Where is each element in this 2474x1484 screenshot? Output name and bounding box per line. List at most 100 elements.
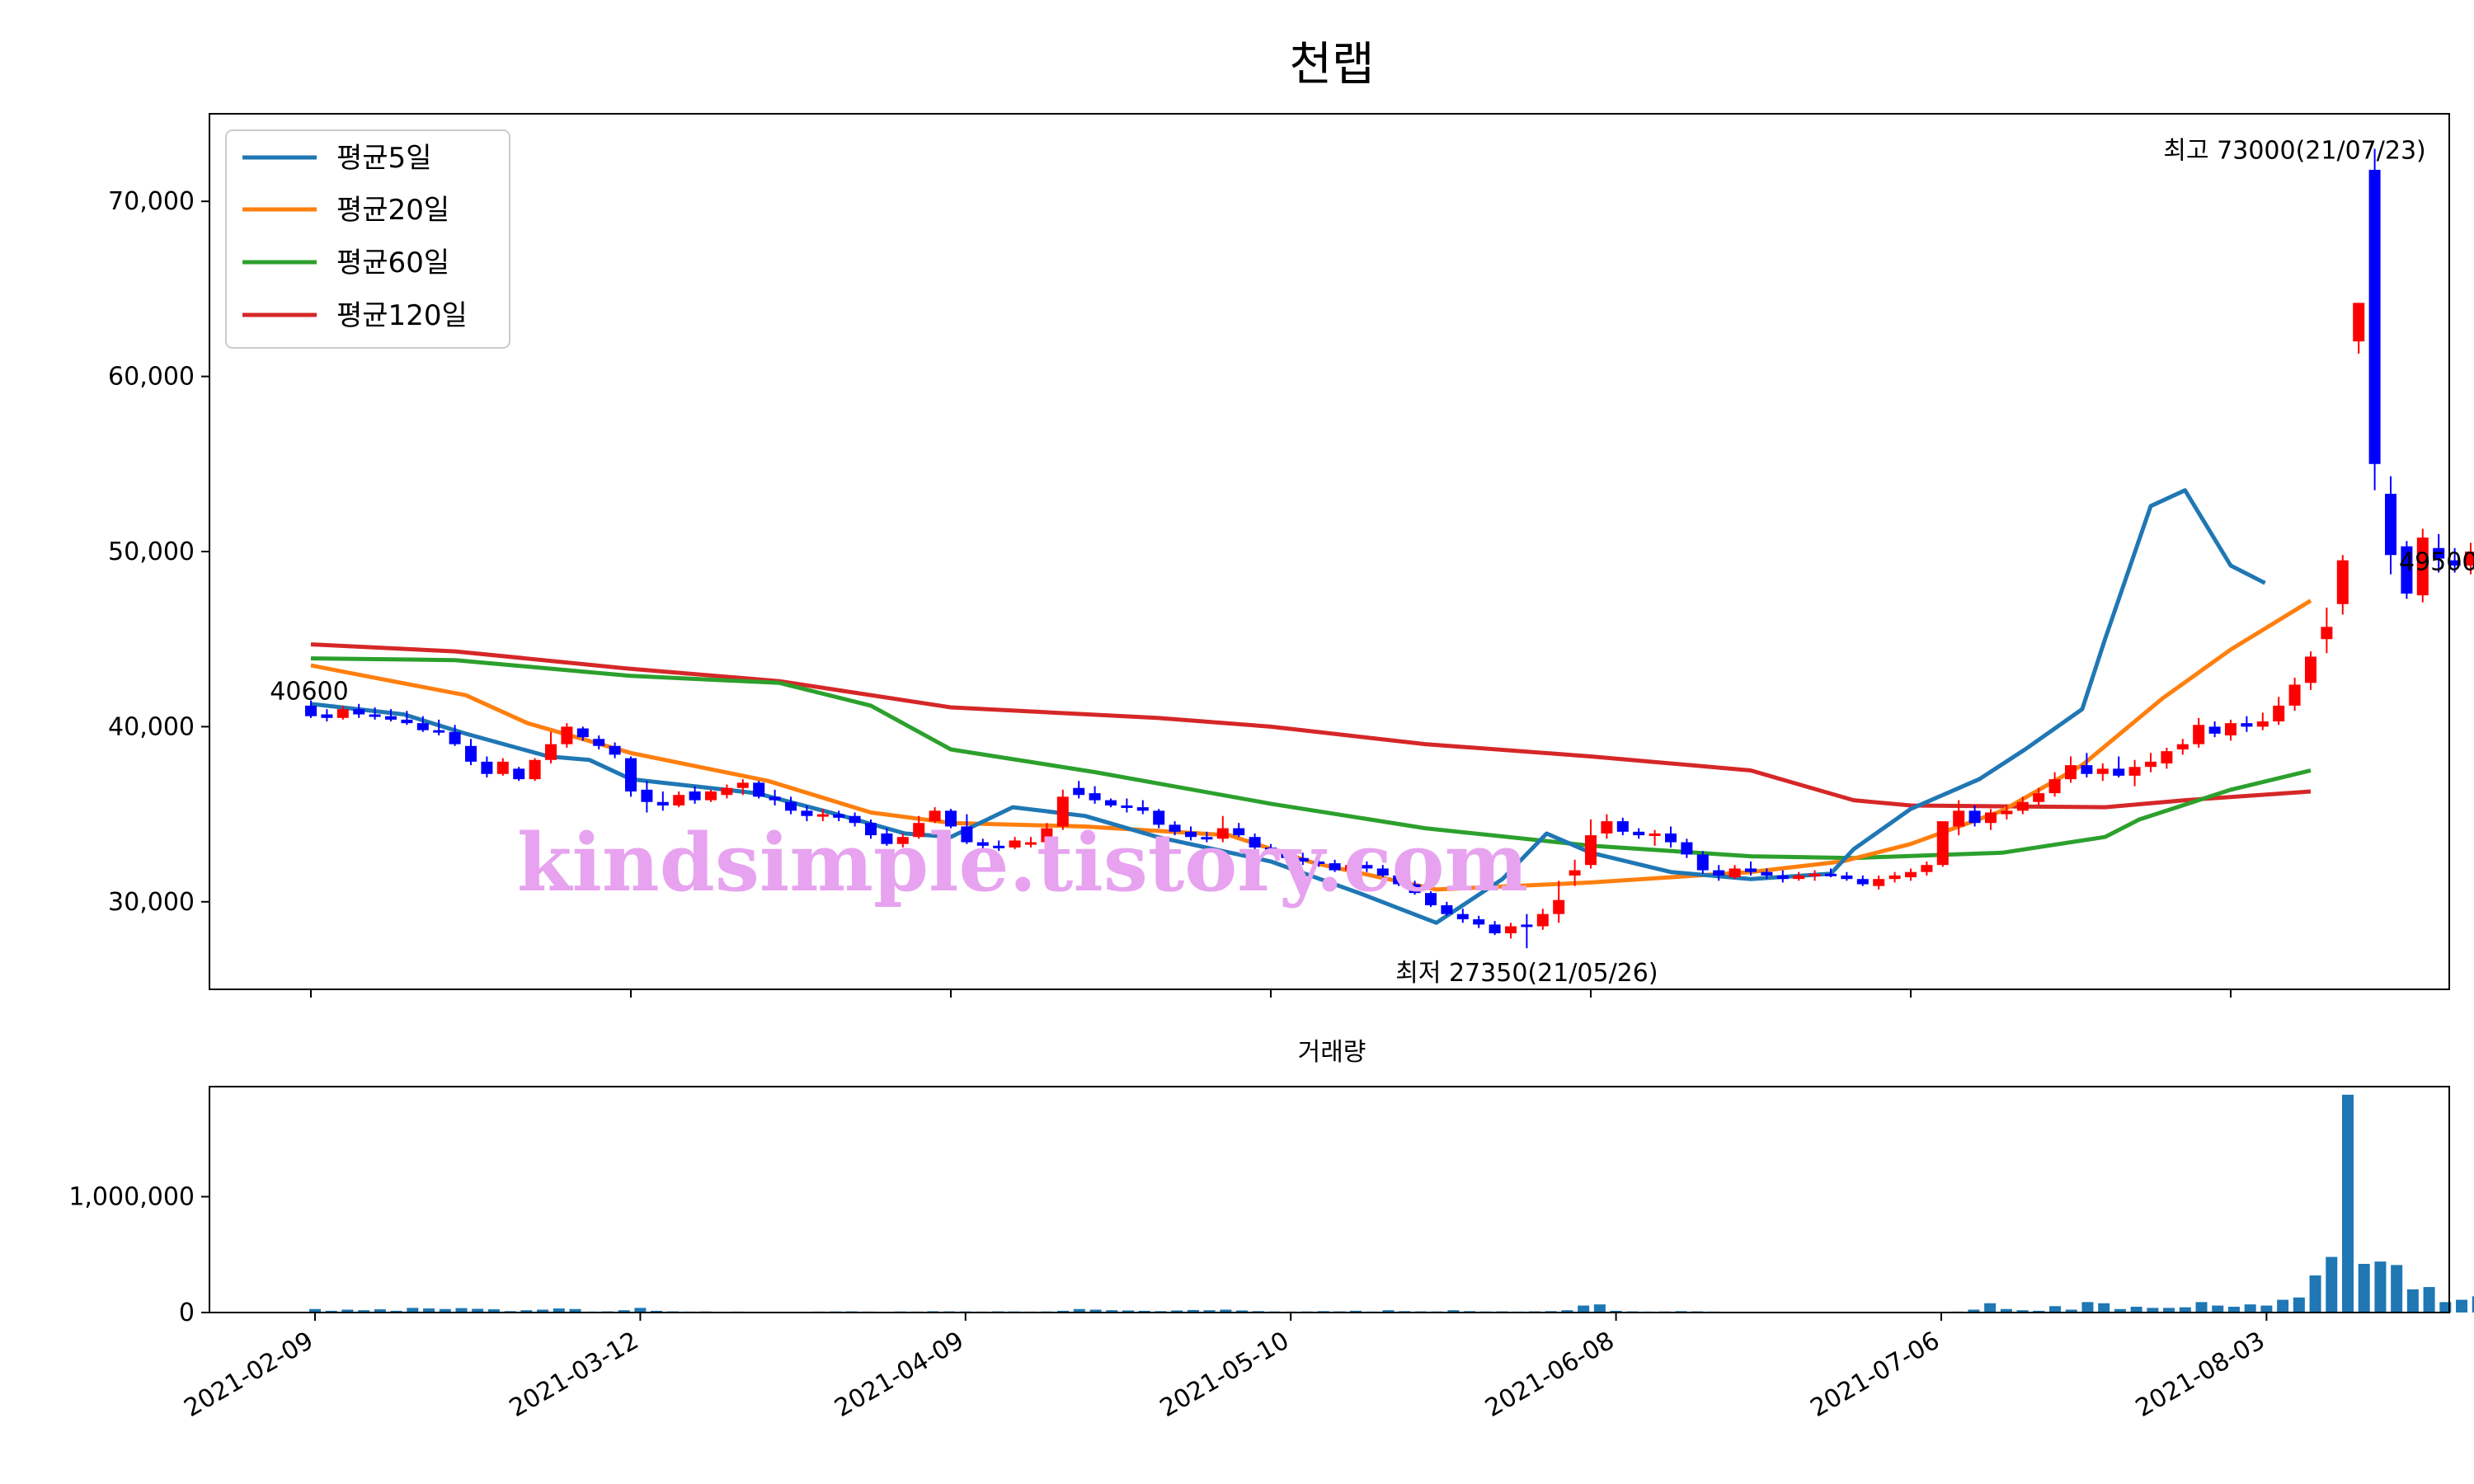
candle-body xyxy=(625,758,637,791)
candle-body xyxy=(1696,854,1709,871)
volume-bar xyxy=(487,1309,500,1313)
low-annotation: 최저 27350(21/05/26) xyxy=(1395,959,1658,988)
volume-bar xyxy=(2033,1310,2045,1313)
candle-body xyxy=(1601,821,1613,834)
candle-body xyxy=(1041,828,1053,843)
candle-body xyxy=(833,814,845,818)
candle-body xyxy=(1873,879,1885,886)
legend-box xyxy=(225,129,510,349)
candle-body xyxy=(1729,868,1741,878)
candle-body xyxy=(913,823,925,838)
volume-bar xyxy=(618,1310,630,1313)
price-y-axis: 30,000 40,000 50,000 60,000 70,000 xyxy=(108,187,209,917)
candle-body xyxy=(1585,835,1597,866)
volume-bar xyxy=(2098,1303,2110,1313)
candle-body xyxy=(849,815,861,824)
candle-body xyxy=(1345,865,1357,871)
candle-body xyxy=(753,782,765,797)
candle-body xyxy=(433,730,445,733)
ma-line-ma60 xyxy=(310,656,2312,861)
volume-bar xyxy=(374,1309,386,1313)
volume-bar xyxy=(2293,1297,2305,1313)
volume-bar xyxy=(1203,1310,1216,1313)
candle-body xyxy=(1393,875,1405,885)
candle-body xyxy=(816,814,829,817)
volume-bar xyxy=(390,1310,402,1313)
volume-bar xyxy=(651,1310,663,1313)
volume-bar xyxy=(2227,1306,2240,1313)
candle-body xyxy=(2368,169,2381,464)
volume-plot-frame xyxy=(209,1086,2450,1313)
volume-bar xyxy=(2049,1306,2062,1313)
candle-body xyxy=(1376,868,1389,876)
volume-x-axis: 2021-02-09 2021-03-12 2021-04-09 2021-05-10… xyxy=(180,1313,2269,1423)
candle-body xyxy=(1521,924,1533,928)
candle-body xyxy=(1281,851,1293,858)
candle-body xyxy=(1776,875,1789,880)
volume-bar xyxy=(1138,1310,1150,1313)
volume-bar xyxy=(2212,1305,2224,1313)
volume-y-tick-label: 0 xyxy=(179,1298,195,1327)
candle-body xyxy=(2416,538,2429,596)
x-tick-label: 2021-06-08 xyxy=(1480,1327,1619,1423)
candle-body xyxy=(1649,833,1661,836)
candle-body xyxy=(1505,926,1517,934)
volume-bars xyxy=(309,1094,2474,1313)
price-y-tick-label: 50,000 xyxy=(108,538,195,566)
high-annotation: 최고 73000(21/07/23) xyxy=(2163,136,2425,165)
volume-bar xyxy=(1057,1310,1070,1313)
candle-body xyxy=(1793,875,1805,880)
x-tick-label: 2021-02-09 xyxy=(180,1327,318,1423)
volume-bar xyxy=(2439,1302,2452,1313)
candle-body xyxy=(1201,837,1213,840)
volume-bar xyxy=(2000,1308,2012,1313)
candle-body xyxy=(545,744,557,760)
candle-body xyxy=(1105,800,1117,805)
volume-y-axis: 0 1,000,000 xyxy=(68,1182,209,1327)
candle-body xyxy=(1425,893,1437,906)
candle-body xyxy=(416,723,429,730)
candle-body xyxy=(1888,875,1901,880)
candle-body xyxy=(1136,807,1149,811)
first-close-annotation: 40600 xyxy=(270,678,348,707)
candle-body xyxy=(2048,779,2061,794)
candle-body xyxy=(2128,767,2141,776)
candle-body xyxy=(865,823,877,836)
volume-bar xyxy=(1593,1304,1606,1313)
x-tick-label: 2021-07-06 xyxy=(1806,1327,1945,1423)
candle-body xyxy=(1456,913,1469,920)
candle-body xyxy=(449,731,461,744)
candle-body xyxy=(2096,768,2109,774)
volume-bar xyxy=(2016,1310,2029,1313)
volume-bar xyxy=(2358,1263,2370,1313)
volume-bar xyxy=(1089,1309,1102,1313)
x-tick-label: 2021-05-10 xyxy=(1155,1327,1294,1423)
candle-body xyxy=(561,726,573,744)
volume-bar xyxy=(2114,1308,2126,1313)
candle-body xyxy=(705,791,717,801)
volume-bar xyxy=(2195,1302,2208,1313)
volume-y-tick-label: 1,000,000 xyxy=(68,1182,195,1211)
volume-bar xyxy=(2130,1306,2142,1313)
candle-body xyxy=(321,714,333,718)
candle-body xyxy=(945,810,957,827)
candle-body xyxy=(1265,847,1277,852)
candle-body xyxy=(689,791,701,801)
volume-bar xyxy=(2374,1261,2387,1313)
candle-body xyxy=(1985,812,1997,824)
candle-body xyxy=(1841,875,1853,880)
candle-body xyxy=(513,768,525,780)
price-y-tick-label: 30,000 xyxy=(108,888,195,917)
candle-body xyxy=(2208,726,2221,734)
candle-body xyxy=(2448,560,2461,566)
volume-bar xyxy=(1382,1310,1395,1313)
candle-body xyxy=(2353,303,2365,342)
candle-body xyxy=(1856,879,1869,885)
volume-bar xyxy=(2391,1265,2403,1313)
candle-body xyxy=(1936,821,1949,866)
volume-bar xyxy=(1220,1309,1232,1313)
candle-body xyxy=(1025,842,1037,845)
candle-body xyxy=(1473,919,1485,925)
volume-bar xyxy=(2163,1308,2175,1313)
